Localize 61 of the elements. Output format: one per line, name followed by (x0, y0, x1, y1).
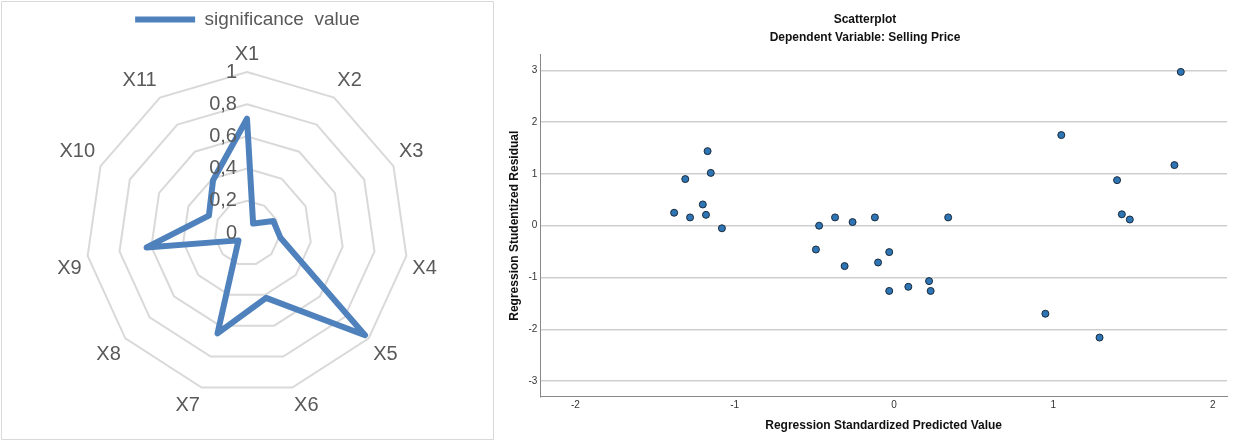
chart-title: Scatterplot (833, 11, 897, 26)
spoke-label: X2 (337, 68, 362, 91)
y-tick-label: 1 (225, 59, 237, 82)
point (874, 258, 883, 267)
y-tick-label: -3 (528, 374, 538, 386)
point (703, 147, 712, 156)
spoke-label: X5 (373, 341, 398, 364)
x-tick-label: -2 (570, 399, 581, 411)
spoke-label: X6 (294, 392, 319, 415)
y-tick-label: 0 (531, 219, 538, 231)
y-tick-label: -1 (528, 271, 538, 283)
point (1176, 67, 1185, 76)
x-axis-title: Regression Standardized Predicted Value (765, 418, 1003, 433)
point (925, 277, 934, 286)
y-tick-label: 0 (225, 220, 237, 243)
y-tick-label: 0,6 (209, 123, 237, 146)
y-tick-label: 1 (531, 167, 538, 179)
y-tick-label: -2 (528, 323, 538, 335)
chart-subtitle: Dependent Variable: Selling Price (769, 29, 961, 44)
point (717, 224, 726, 233)
point (870, 213, 879, 222)
spoke-label: X11 (122, 68, 157, 91)
point (885, 286, 894, 295)
spoke-label: X7 (175, 392, 200, 415)
point (706, 168, 715, 177)
point (670, 208, 679, 217)
point (1170, 161, 1179, 170)
y-tick-label: 0,8 (209, 91, 237, 114)
point (1113, 176, 1122, 185)
point (1041, 309, 1050, 318)
point (698, 200, 707, 209)
y-axis-title: Regression Studentized Residual (506, 130, 521, 321)
point (831, 213, 840, 222)
spoke-label: X4 (412, 256, 437, 279)
spoke-label: X1 (234, 41, 260, 64)
y-tick-label: 3 (531, 64, 538, 76)
x-tick-label: 0 (891, 399, 898, 411)
point (885, 248, 894, 257)
point (1095, 333, 1104, 342)
spoke-label: X9 (57, 256, 82, 279)
point (1057, 131, 1066, 140)
point (1125, 215, 1134, 224)
x-tick-label: 2 (1209, 399, 1216, 411)
point (1117, 210, 1126, 219)
point (840, 262, 849, 271)
x-tick-label: -1 (730, 399, 740, 411)
point (926, 286, 935, 295)
spoke-label: X10 (59, 139, 96, 162)
point (811, 245, 820, 254)
spoke-label: X8 (96, 341, 121, 364)
point (904, 282, 913, 291)
y-tick-label: 2 (531, 115, 538, 127)
point (686, 213, 695, 222)
point (681, 175, 690, 184)
point (815, 221, 824, 230)
x-tick-label: 1 (1050, 399, 1057, 411)
spoke-label: X3 (398, 139, 424, 162)
point (944, 213, 953, 222)
point (848, 218, 857, 227)
legend-label: significance value (204, 7, 360, 29)
point (701, 210, 710, 219)
